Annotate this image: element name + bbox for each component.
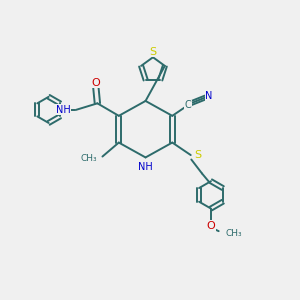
Text: O: O — [92, 77, 100, 88]
Text: NH: NH — [138, 162, 153, 172]
Text: N: N — [206, 91, 213, 100]
Text: NH: NH — [56, 105, 70, 115]
Text: CH₃: CH₃ — [225, 229, 242, 238]
Text: O: O — [207, 221, 215, 231]
Text: S: S — [195, 150, 202, 160]
Text: S: S — [149, 47, 157, 57]
Text: C: C — [185, 100, 192, 110]
Text: CH₃: CH₃ — [80, 154, 97, 164]
